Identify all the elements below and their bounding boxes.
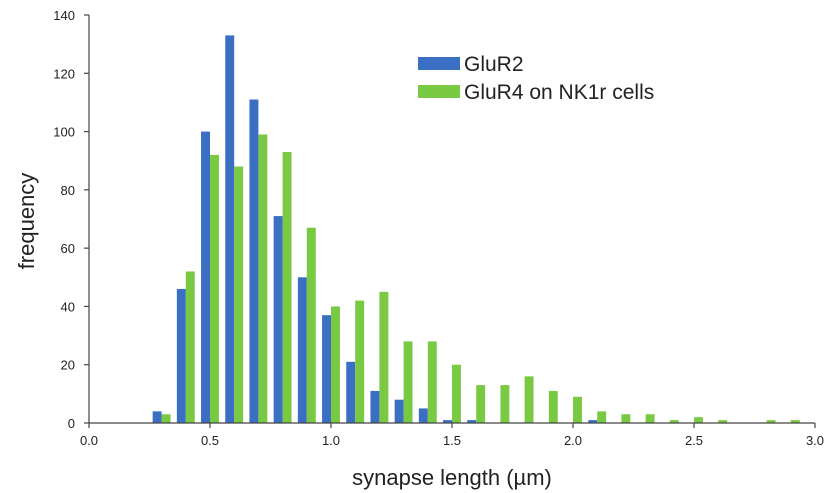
bar-glur2-0.8 [273, 216, 283, 423]
bar-glur2-0.9 [297, 277, 307, 423]
bar-glur2-1.2 [370, 390, 380, 423]
x-tick-label: 2.5 [685, 433, 703, 448]
bar-glur2-1.5 [443, 420, 452, 423]
bar-glur4-2.4 [669, 420, 679, 423]
bar-glur4-0.4 [185, 271, 195, 423]
bar-glur4-0.6 [234, 166, 244, 424]
y-tick-label: 100 [53, 125, 75, 140]
ticks-group: 0 20 40 60 80 100 120 140 0.0 0.5 1.0 1.5 2.0 2.5 3.0 [53, 8, 824, 448]
bar-glur4-2.1 [597, 411, 607, 423]
bar-glur2-0.6 [225, 35, 235, 424]
bar-glur4-1.3 [403, 341, 413, 423]
bar-glur4-1 [331, 306, 340, 423]
bar-glur2-1 [322, 315, 331, 423]
bar-glur4-0.8 [282, 151, 292, 423]
bar-glur4-2 [573, 396, 582, 423]
axes-group [88, 15, 815, 424]
bar-glur4-2.6 [718, 420, 728, 423]
bar-glur4-1.8 [524, 376, 534, 423]
bar-glur4-1.1 [355, 300, 365, 423]
y-tick-label: 40 [61, 299, 75, 314]
bar-glur2-0.5 [201, 131, 210, 423]
y-tick-label: 60 [61, 241, 75, 256]
y-tick-label: 20 [61, 358, 75, 373]
legend-swatch-glur4 [418, 85, 460, 98]
bar-glur2-0.3 [152, 411, 162, 423]
y-tick-label: 0 [68, 416, 75, 431]
bar-glur4-0.5 [210, 154, 219, 423]
bar-glur2-0.7 [249, 99, 259, 423]
legend-label-glur4: GluR4 on NK1r cells [464, 81, 654, 104]
bars-group [152, 35, 800, 424]
bar-glur4-1.7 [500, 385, 510, 423]
y-tick-label: 120 [53, 66, 75, 81]
bar-glur4-2.5 [694, 417, 703, 423]
bar-glur2-1.3 [394, 399, 404, 423]
y-tick-label: 80 [61, 183, 75, 198]
x-tick-label: 0.5 [201, 433, 219, 448]
bar-glur4-1.6 [476, 385, 486, 423]
bar-glur2-0.4 [176, 288, 186, 423]
x-tick-label: 1.5 [443, 433, 461, 448]
bar-glur4-0.9 [306, 227, 316, 423]
bar-glur2-1.4 [418, 408, 428, 423]
bar-glur4-2.9 [790, 420, 800, 423]
bar-glur4-1.2 [379, 291, 389, 423]
y-axis-title: frequency [14, 173, 39, 270]
x-tick-label: 0.0 [80, 433, 98, 448]
legend: GluR2 GluR4 on NK1r cells [418, 53, 654, 104]
bar-glur4-1.4 [427, 341, 437, 423]
legend-label-glur2: GluR2 [464, 53, 524, 76]
bar-glur2-1.6 [467, 420, 477, 423]
bar-glur2-1.1 [346, 361, 356, 423]
bar-glur4-0.3 [161, 414, 171, 423]
x-tick-label: 3.0 [806, 433, 824, 448]
x-axis-title: synapse length (µm) [352, 465, 552, 490]
x-tick-label: 2.0 [564, 433, 582, 448]
bar-glur4-1.9 [548, 390, 558, 423]
bar-glur4-2.3 [645, 414, 655, 423]
bar-glur4-0.7 [258, 134, 268, 424]
y-tick-label: 140 [53, 8, 75, 23]
bar-glur4-1.5 [452, 364, 461, 423]
legend-swatch-glur2 [418, 57, 460, 70]
bar-glur2-2.1 [588, 420, 598, 423]
bar-glur4-2.2 [621, 414, 631, 423]
bar-glur4-2.8 [766, 420, 776, 423]
x-tick-label: 1.0 [322, 433, 340, 448]
